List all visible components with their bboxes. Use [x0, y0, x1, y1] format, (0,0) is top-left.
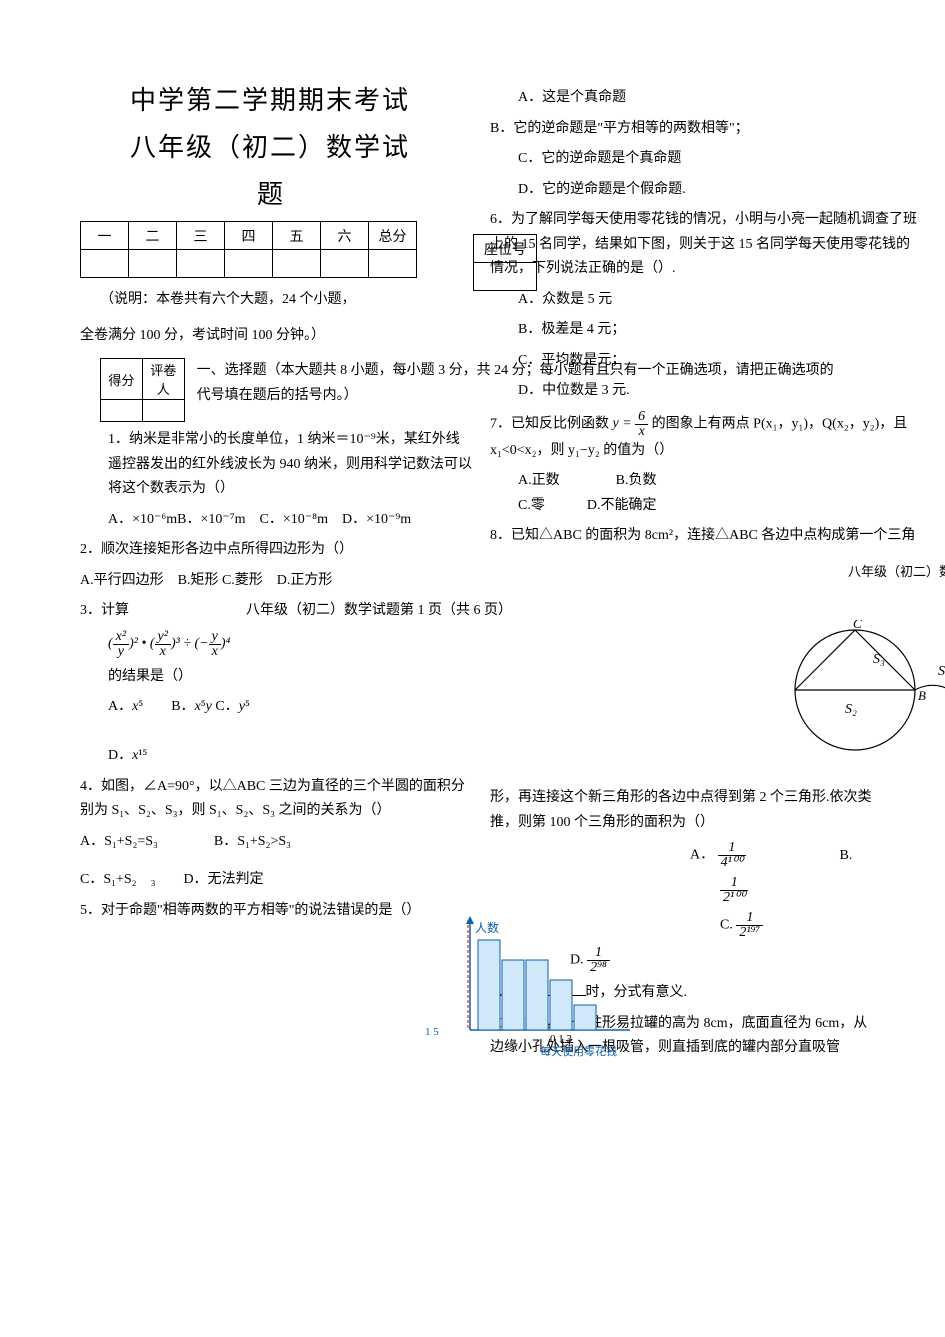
- exam-note-2: 全卷满分 100 分，考试时间 100 分钟。）: [80, 322, 460, 350]
- score-header: 三: [177, 222, 225, 250]
- score-header: 一: [81, 222, 129, 250]
- question-5-optB: B．它的逆命题是"平方相等的两数相等"；: [490, 117, 922, 142]
- question-7: 7．已知反比例函数 y = 6x 的图象上有两点 P(x₁，y₁)，Q(x₂，y…: [490, 410, 922, 464]
- title-line2: 八年级（初二）数学试: [80, 127, 460, 164]
- diagram-S-label: S: [938, 664, 945, 679]
- question-1-options: A．×10⁻⁶mB．×10⁻⁷m C．×10⁻⁸m D．×10⁻⁹m: [80, 508, 472, 533]
- question-8-optC: C. 12¹⁹⁷: [720, 911, 880, 940]
- question-6-optB: B．极差是 4 元；: [490, 318, 922, 343]
- question-3-expression: (x²y)² • (y²x)³ ÷ (−yx)⁴: [80, 630, 472, 659]
- question-4: 4．如图，∠A=90°，以△ABC 三边为直径的三个半圆的面积分别为 S₁、S₂…: [80, 775, 472, 824]
- score-cell: [177, 250, 225, 278]
- question-8: 8．已知△ABC 的面积为 8cm²，连接△ABC 各边中点构成第一个三角: [490, 524, 922, 549]
- question-3-options: A．x⁵ B．x⁵y C．y⁵ D．x¹⁵: [80, 695, 472, 769]
- small-score-cell: [142, 400, 184, 422]
- question-8-optA: A． 14¹⁰⁰ B.: [690, 841, 880, 870]
- score-header: 四: [225, 222, 273, 250]
- question-7-pre: 7．已知反比例函数: [490, 416, 613, 431]
- small-score-h2: 评卷人: [142, 359, 184, 400]
- small-score-h1: 得分: [101, 359, 143, 400]
- score-cell: [81, 250, 129, 278]
- chart-x-label: 每天使用零花钱: [540, 1044, 617, 1058]
- question-1: 1．纳米是非常小的长度单位，1 纳米＝10⁻⁹米，某红外线遥控器发出的红外线波长…: [80, 428, 472, 502]
- question-3-text: 3．计算: [80, 603, 129, 618]
- question-8-cont: 形，再连接这个新三角形的各边中点得到第 2 个三角形.依次类推，则第 100 个…: [490, 786, 880, 835]
- question-7-fn: y = 6x: [613, 416, 652, 431]
- small-score-table: 得分 评卷人: [100, 358, 185, 422]
- title-line3: 题: [80, 174, 460, 211]
- score-cell: [321, 250, 369, 278]
- question-6-optA: A．众数是 5 元: [490, 288, 922, 313]
- score-header: 五: [273, 222, 321, 250]
- table-row: [81, 250, 417, 278]
- question-4-options-2: C．S₁+S₂ ₃ D．无法判定: [80, 868, 472, 893]
- question-6-optC: C．平均数是元；: [490, 349, 922, 374]
- score-cell: [273, 250, 321, 278]
- diagram-B-label: B: [918, 688, 926, 703]
- question-6-optD: D．中位数是 3 元.: [490, 379, 922, 404]
- page-footer-left: 八年级（初二）数学试题第 1 页（共 6 页）: [246, 599, 512, 624]
- question-2: 2．顺次连接矩形各边中点所得四边形为（）: [80, 538, 472, 563]
- score-cell: [129, 250, 177, 278]
- diagram-C-label: C: [853, 620, 862, 631]
- score-header: 总分: [369, 222, 417, 250]
- small-score-cell: [101, 400, 143, 422]
- exam-note-1: （说明：本卷共有六个大题，24 个小题，: [100, 286, 480, 314]
- chart-left-tick: 1 5: [425, 1026, 439, 1038]
- question-7-options: A.正数 B.负数 C.零 D.不能确定: [490, 469, 922, 518]
- chart-x-tick: 0 1 3: [550, 1033, 573, 1045]
- score-header: 二: [129, 222, 177, 250]
- page-footer-right: 八年级（初二）数: [490, 561, 945, 580]
- money-bar-chart: 人数 每天使用零花钱 1 5 0 1 3: [420, 910, 650, 1060]
- question-4-options-1: A．S₁+S₂=S₃ B．S₁+S₂>S₃: [80, 830, 472, 855]
- question-5-optA: A．这是个真命题: [490, 86, 922, 111]
- table-row: 一 二 三 四 五 六 总分: [81, 222, 417, 250]
- question-3-tail: 的结果是（）: [80, 665, 472, 690]
- question-5: 5．对于命题"相等两数的平方相等"的说法错误的是（）: [80, 899, 472, 924]
- question-5-optC: C．它的逆命题是个真命题: [490, 147, 922, 172]
- triangle-circles-diagram: C B S₃ S₂ S: [780, 620, 945, 760]
- diagram-S2-label: S₂: [845, 702, 857, 717]
- question-5-optD: D．它的逆命题是个假命题.: [490, 178, 922, 203]
- question-2-options: A.平行四边形 B.矩形 C.菱形 D.正方形: [80, 569, 472, 594]
- score-cell: [225, 250, 273, 278]
- diagram-S3-label: S₃: [873, 652, 885, 667]
- score-table: 一 二 三 四 五 六 总分: [80, 221, 417, 278]
- chart-y-label: 人数: [475, 920, 499, 935]
- title-line1: 中学第二学期期末考试: [80, 80, 460, 117]
- question-3: 3．计算 八年级（初二）数学试题第 1 页（共 6 页）: [80, 599, 472, 624]
- question-6: 6．为了解同学每天使用零花钱的情况，小明与小亮一起随机调查了班上的 15 名同学…: [490, 208, 922, 282]
- score-header: 六: [321, 222, 369, 250]
- question-8-optB: 12¹⁰⁰: [720, 876, 880, 905]
- score-cell: [369, 250, 417, 278]
